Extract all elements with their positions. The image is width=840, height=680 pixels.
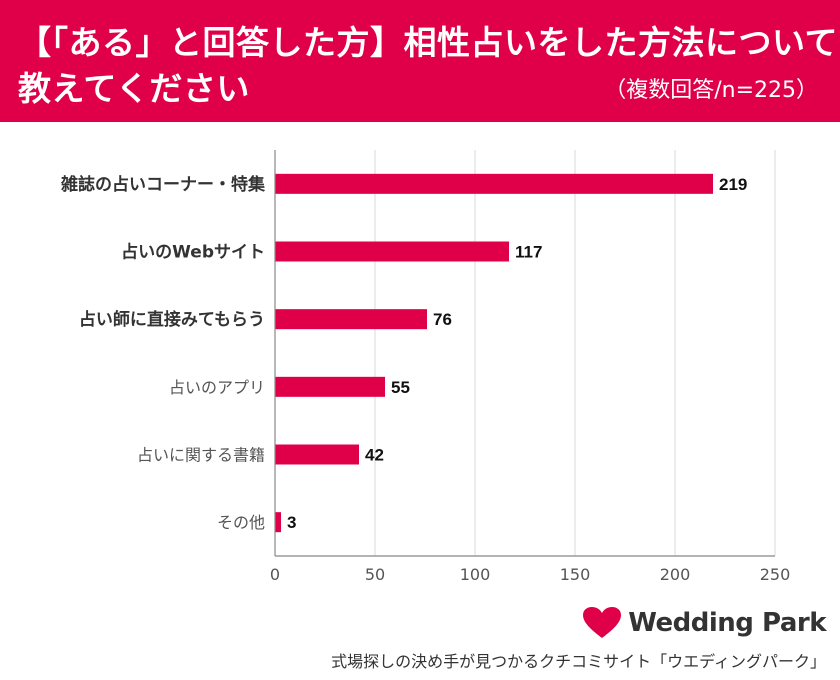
category-label: 占いのアプリ	[169, 378, 265, 397]
category-label: 雑誌の占いコーナー・特集	[60, 174, 266, 195]
x-tick-label: 250	[760, 565, 791, 584]
x-tick-label: 150	[560, 565, 591, 584]
logo-text: Wedding Park	[628, 608, 826, 638]
wedding-park-logo: Wedding Park	[582, 606, 826, 640]
header-banner: 【「ある」と回答した方】相性占いをした方法について 教えてください （複数回答/…	[0, 0, 840, 122]
category-label: 占い師に直接みてもらう	[79, 309, 265, 330]
value-label: 3	[287, 513, 296, 532]
heart-icon	[583, 607, 622, 638]
value-label: 219	[719, 175, 747, 194]
x-tick-label: 100	[460, 565, 491, 584]
bar	[275, 376, 385, 397]
chart-subtitle: （複数回答/n=225）	[604, 78, 818, 103]
category-label: 占いのWebサイト	[121, 242, 265, 263]
footer-tagline: 式場探しの決め手が見つかるクチコミサイト「ウエディングパーク」	[331, 652, 826, 671]
bar	[275, 241, 509, 262]
bar	[275, 309, 427, 330]
x-tick-label: 200	[660, 565, 691, 584]
value-label: 117	[515, 243, 542, 262]
value-label: 76	[433, 310, 452, 329]
value-label: 55	[391, 378, 410, 397]
x-tick-label: 50	[365, 565, 385, 584]
chart-title-line2: 教えてください	[18, 69, 250, 108]
chart-title-line1: 【「ある」と回答した方】相性占いをした方法について	[18, 23, 839, 62]
x-tick-label: 0	[270, 565, 280, 584]
bar	[275, 173, 713, 194]
bar	[275, 444, 359, 465]
category-label: その他	[217, 513, 265, 532]
value-label: 42	[365, 446, 384, 465]
bar-chart: 0 50 100 150 200 250 雑誌の占いコーナー・特集 219 占いのWebサイト 1…	[60, 150, 791, 584]
category-label: 占いに関する書籍	[137, 446, 265, 465]
bar	[275, 512, 281, 533]
